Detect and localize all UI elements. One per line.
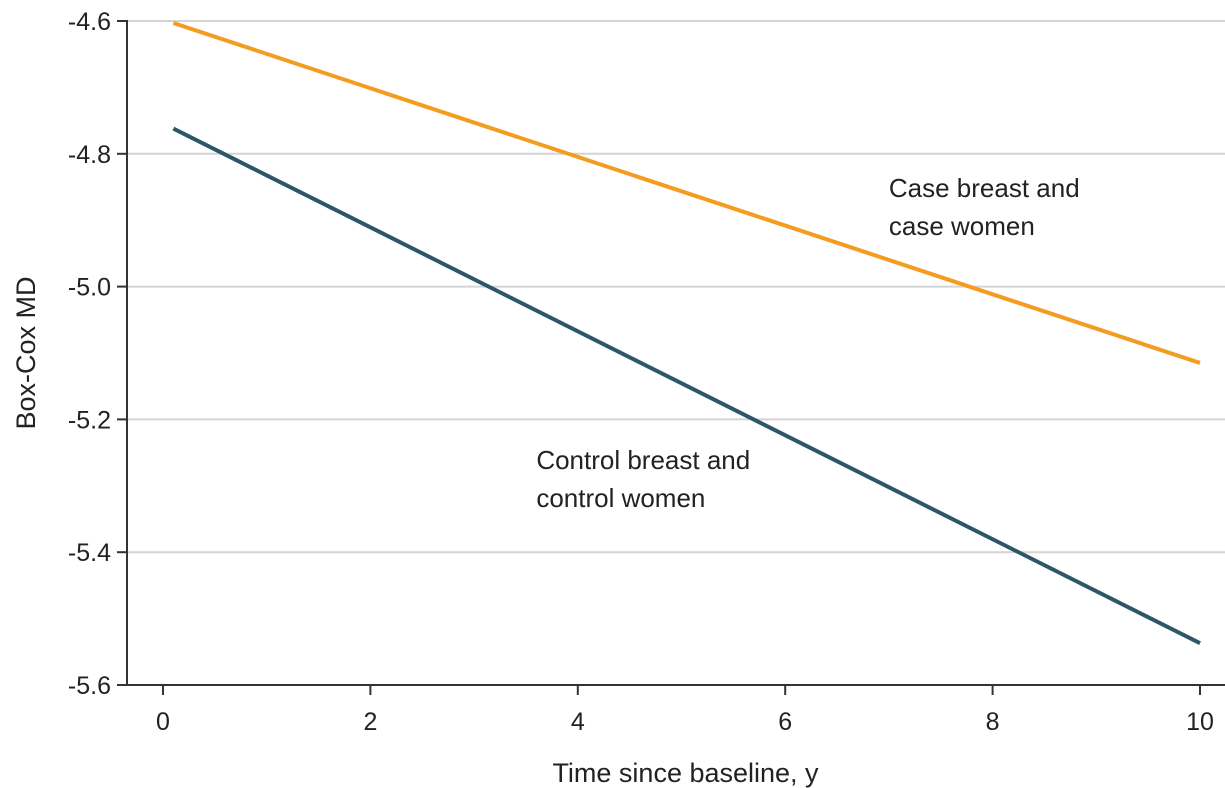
series-label-1: Control breast and xyxy=(536,445,750,475)
y-tick-label: -5.0 xyxy=(68,274,111,302)
y-tick-label: -4.8 xyxy=(68,141,111,169)
x-tick-label: 10 xyxy=(1186,708,1214,736)
x-tick-label: 0 xyxy=(156,708,170,736)
annotations: Case breast and case women Control breast … xyxy=(536,173,1079,513)
gridlines xyxy=(127,20,1225,554)
y-tick-label: -5.6 xyxy=(68,672,111,700)
y-tick-label: -4.6 xyxy=(68,8,111,36)
x-tick-label: 4 xyxy=(571,708,585,736)
axes: -4.6 -4.8 -5.0 -5.2 -5.4 -5.6 0 2 4 6 8 10 Time sinc… xyxy=(11,8,1225,788)
series-label-0: Case breast and xyxy=(889,173,1080,203)
series-line-1 xyxy=(172,126,1201,645)
x-axis-title: Time since baseline, y xyxy=(552,758,819,788)
x-tick-label: 6 xyxy=(778,708,792,736)
series-line-0 xyxy=(172,21,1201,365)
series-label-0: case women xyxy=(889,211,1035,241)
x-tick-label: 2 xyxy=(363,708,377,736)
series-label-1: control women xyxy=(536,483,705,513)
y-tick-label: -5.4 xyxy=(68,539,111,567)
x-tick-label: 8 xyxy=(986,708,1000,736)
y-axis-title: Box-Cox MD xyxy=(11,276,41,429)
series-lines xyxy=(172,21,1201,645)
y-tick-label: -5.2 xyxy=(68,406,111,434)
